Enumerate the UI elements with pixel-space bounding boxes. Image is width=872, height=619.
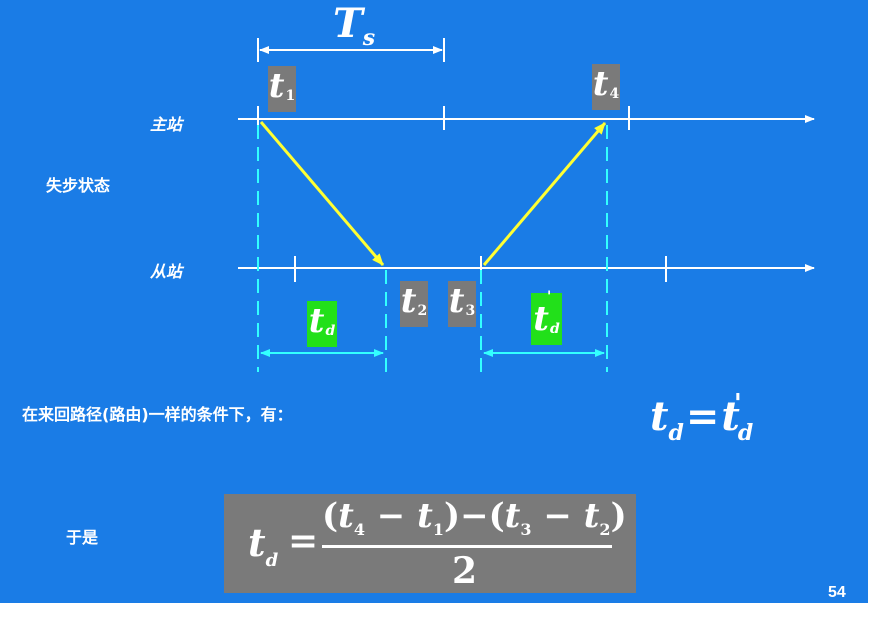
formula-denominator: 2 — [452, 550, 478, 592]
td-prime-label: t d ' — [531, 289, 562, 345]
delay-formula: td = (t4 − t1)−(t3 − t2) 2 — [224, 494, 636, 593]
therefore-label: 于是 — [66, 528, 99, 547]
signal-arrow-slave-to-master — [482, 122, 607, 266]
td-prime-mark: ' — [547, 289, 552, 305]
formula-equals: = — [288, 520, 319, 562]
master-station-label: 主站 — [150, 115, 183, 134]
page-number: 54 — [828, 584, 846, 601]
delay-equality: td=t'd — [650, 389, 754, 446]
signal-arrow-master-to-slave — [259, 121, 385, 266]
out-of-sync-state-label: 失步状态 — [46, 176, 111, 195]
formula-lhs: td — [248, 520, 279, 571]
slave-station-label: 从站 — [150, 262, 183, 281]
period-ts-label: Ts — [333, 0, 376, 52]
condition-text: 在来回路径(路由)一样的条件下，有： — [22, 405, 293, 424]
formula-numerator: (t4 − t1)−(t3 − t2) — [322, 496, 627, 539]
fraction-bar — [322, 545, 612, 548]
